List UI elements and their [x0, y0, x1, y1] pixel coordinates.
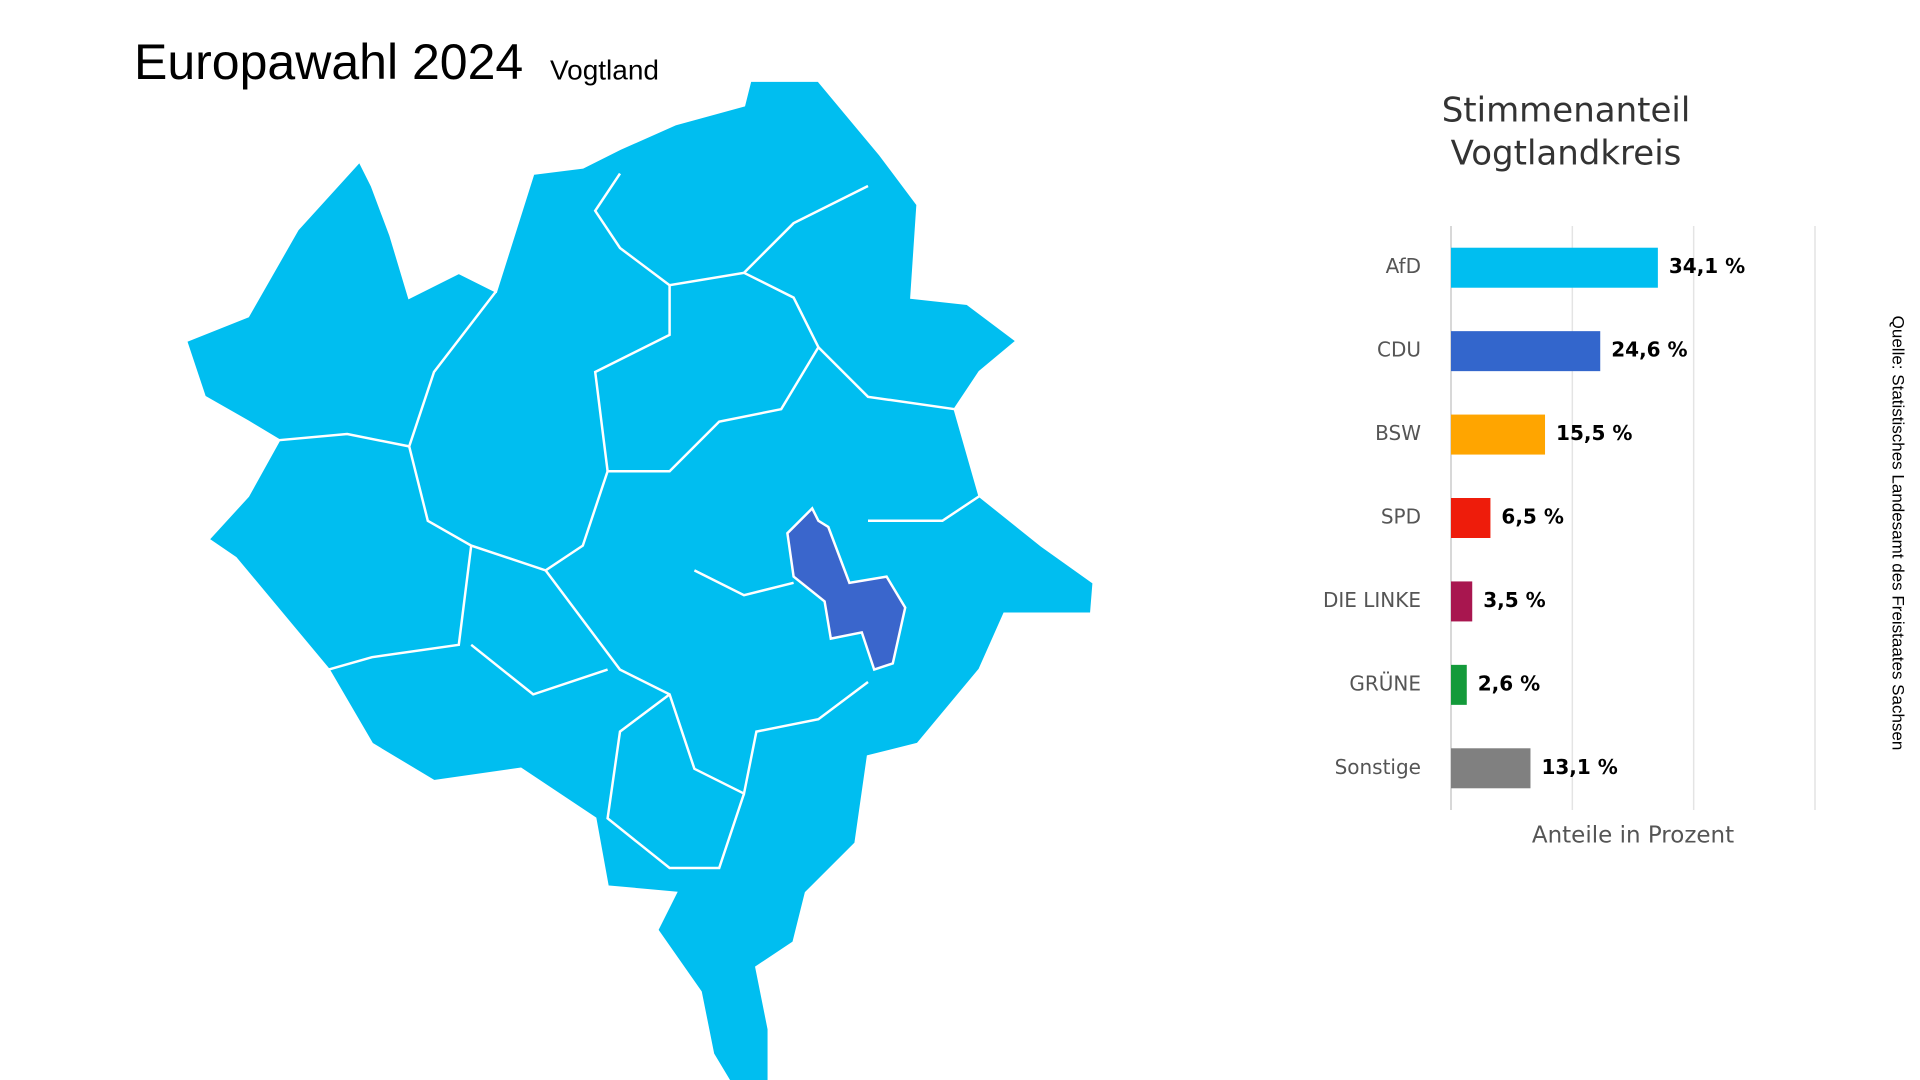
- value-label: 15,5 %: [1556, 421, 1632, 445]
- map: [184, 79, 1095, 1080]
- page-subtitle: Vogtland: [550, 54, 659, 85]
- bar: [1451, 498, 1491, 538]
- highlighted-municipality: [786, 506, 907, 672]
- y-tick-label: SPD: [1381, 505, 1421, 529]
- y-tick-label: GRÜNE: [1349, 671, 1421, 695]
- chart-title: Vogtlandkreis: [1451, 134, 1682, 174]
- value-label: 24,6 %: [1611, 338, 1687, 362]
- bar: [1451, 331, 1601, 372]
- y-tick-label: AfD: [1386, 254, 1421, 278]
- bar: [1451, 247, 1658, 288]
- y-tick-label: Sonstige: [1335, 755, 1421, 779]
- x-axis-label: Anteile in Prozent: [1532, 823, 1734, 849]
- bar: [1451, 664, 1467, 705]
- value-label: 3,5 %: [1483, 588, 1545, 612]
- municipal-borders: [278, 172, 981, 870]
- region-map: [184, 79, 1095, 1080]
- page-title: Europawahl 2024: [134, 34, 523, 90]
- value-label: 2,6 %: [1478, 671, 1540, 695]
- bar: [1451, 748, 1531, 789]
- y-tick-label: BSW: [1375, 421, 1421, 445]
- y-tick-label: DIE LINKE: [1323, 588, 1421, 612]
- value-label: 6,5 %: [1501, 505, 1563, 529]
- value-label: 13,1 %: [1541, 755, 1617, 779]
- bar: [1451, 581, 1473, 622]
- source-note: Quelle: Statistisches Landesamt des Frei…: [1889, 316, 1908, 751]
- chart-title: Stimmenanteil: [1442, 91, 1691, 131]
- y-tick-label: CDU: [1377, 338, 1421, 362]
- value-label: 34,1 %: [1669, 254, 1745, 278]
- bar: [1451, 414, 1546, 455]
